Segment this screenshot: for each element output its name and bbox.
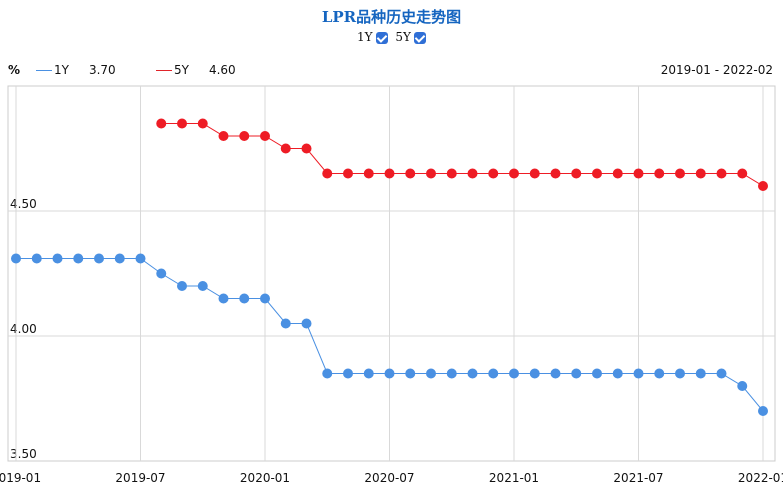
data-point-1y — [467, 368, 478, 379]
data-point-5y — [197, 118, 208, 129]
data-point-1y — [529, 368, 540, 379]
data-point-1y — [343, 368, 353, 379]
data-point-1y — [612, 368, 623, 379]
data-point-5y — [550, 168, 561, 179]
data-point-5y — [260, 131, 270, 141]
data-point-5y — [654, 168, 665, 179]
data-point-5y — [758, 181, 768, 191]
data-point-1y — [94, 253, 104, 264]
legend-name-5y: 5Y — [174, 63, 189, 77]
x-tick-label: 2022-01 — [738, 471, 783, 485]
data-point-1y — [114, 253, 125, 264]
data-point-1y — [31, 253, 42, 264]
data-point-5y — [280, 143, 291, 154]
data-point-5y — [363, 168, 374, 179]
x-tick-label: 2021-07 — [613, 471, 663, 485]
legend-swatch-1y — [36, 69, 52, 71]
data-point-5y — [695, 168, 706, 179]
legend-value-5y: 4.60 — [208, 63, 236, 77]
data-point-5y — [612, 168, 623, 179]
data-point-1y — [716, 368, 727, 379]
data-point-1y — [384, 368, 395, 379]
legend-swatch-5y — [156, 69, 172, 71]
data-point-5y — [571, 168, 582, 179]
data-point-1y — [758, 406, 768, 416]
data-point-5y — [343, 168, 353, 179]
legend-value-1y: 3.70 — [88, 63, 116, 77]
data-point-1y — [695, 368, 706, 379]
data-point-1y — [737, 381, 748, 391]
toggle-5y[interactable]: 5Y — [395, 30, 426, 44]
data-point-1y — [197, 281, 208, 291]
data-point-5y — [322, 168, 333, 179]
data-point-5y — [737, 168, 748, 179]
data-point-5y — [405, 168, 416, 179]
data-point-5y — [218, 131, 229, 141]
legend-item-5y[interactable]: 5Y 4.60 — [156, 63, 236, 77]
data-point-1y — [218, 293, 229, 304]
toggle-1y-label: 1Y — [357, 30, 373, 44]
data-point-5y — [446, 168, 457, 179]
data-point-5y — [488, 168, 499, 179]
data-point-5y — [716, 168, 727, 179]
x-tick-label: 2021-01 — [489, 471, 539, 485]
data-point-5y — [301, 143, 312, 154]
checkbox-1y[interactable] — [375, 32, 388, 44]
plot-frame — [7, 85, 776, 462]
data-point-1y — [654, 368, 665, 379]
data-point-1y — [11, 253, 21, 264]
x-tick-label: 2019-07 — [115, 471, 165, 485]
toggle-1y[interactable]: 1Y — [357, 30, 388, 44]
data-point-1y — [550, 368, 561, 379]
legend-name-1y: 1Y — [54, 63, 69, 77]
data-point-5y — [675, 168, 685, 179]
data-point-5y — [633, 168, 644, 179]
series-line-5y — [161, 123, 764, 187]
data-point-1y — [135, 253, 146, 264]
data-point-5y — [529, 168, 540, 179]
y-unit-label: % — [8, 63, 21, 77]
data-point-1y — [488, 368, 499, 379]
data-point-5y — [177, 118, 187, 129]
data-point-1y — [675, 368, 685, 379]
data-point-5y — [426, 168, 436, 179]
series-toggles: 1Y 5Y — [0, 30, 783, 44]
data-point-5y — [509, 168, 519, 179]
data-point-1y — [322, 368, 333, 379]
checkbox-5y[interactable] — [413, 32, 426, 44]
data-point-1y — [592, 368, 602, 379]
y-tick-label: 3.50 — [10, 447, 37, 461]
data-point-5y — [384, 168, 395, 179]
x-tick-label: 2020-07 — [364, 471, 414, 485]
data-point-5y — [239, 131, 250, 141]
toggle-5y-label: 5Y — [395, 30, 411, 44]
y-tick-label: 4.50 — [10, 197, 37, 211]
data-point-1y — [633, 368, 644, 379]
y-tick-label: 4.00 — [10, 322, 37, 336]
chart-title: LPR品种历史走势图 — [321, 8, 462, 26]
data-point-1y — [426, 368, 436, 379]
data-point-1y — [280, 318, 291, 329]
data-point-1y — [301, 318, 312, 329]
data-point-1y — [446, 368, 457, 379]
data-point-5y — [592, 168, 602, 179]
data-point-1y — [405, 368, 416, 379]
x-tick-label: 2020-01 — [240, 471, 290, 485]
data-point-5y — [156, 118, 167, 129]
data-point-1y — [260, 293, 270, 304]
data-point-1y — [52, 253, 63, 264]
data-point-5y — [467, 168, 478, 179]
date-range: 2019-01 - 2022-02 — [660, 63, 773, 77]
data-point-1y — [571, 368, 582, 379]
data-point-1y — [177, 281, 187, 291]
data-point-1y — [156, 268, 167, 279]
data-point-1y — [363, 368, 374, 379]
data-point-1y — [239, 293, 250, 304]
data-point-1y — [73, 253, 84, 264]
x-tick-label: 2019-01 — [0, 471, 41, 485]
data-point-1y — [509, 368, 519, 379]
legend-item-1y[interactable]: 1Y 3.70 — [36, 63, 116, 77]
